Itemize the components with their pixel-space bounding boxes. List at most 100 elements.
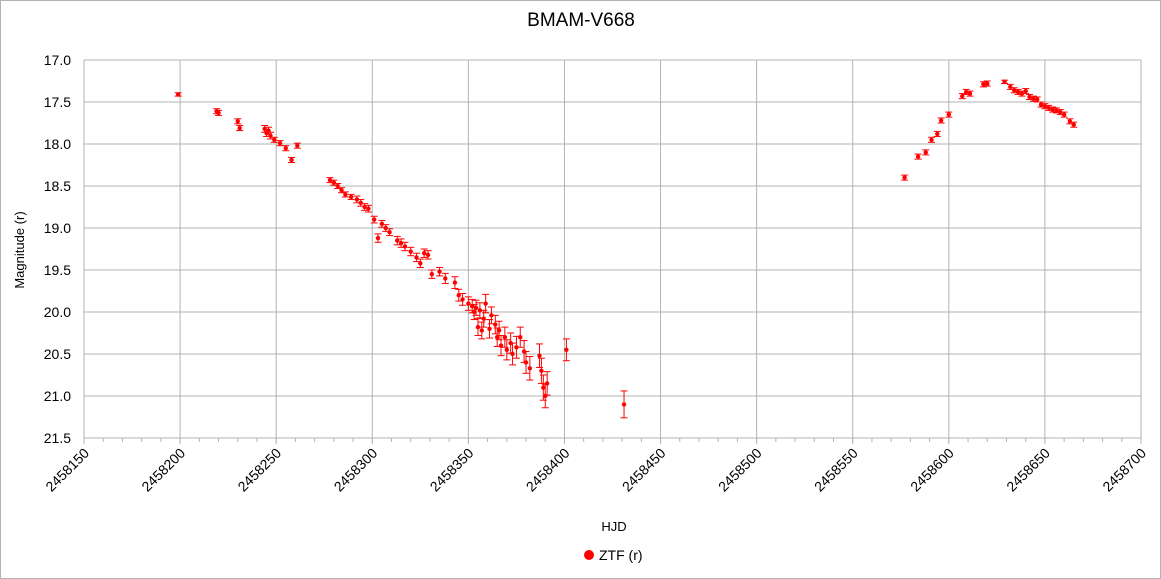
data-point [401,241,409,252]
data-point [937,117,945,124]
point-marker [541,385,546,390]
data-point [282,145,290,152]
point-marker [1046,105,1051,111]
point-marker [985,81,990,86]
data-point [516,326,524,348]
point-marker [935,131,940,137]
point-marker [398,240,404,246]
x-tick-label: 2458300 [331,445,381,495]
data-point [472,299,480,316]
point-marker [235,119,240,124]
data-point [428,269,436,279]
point-marker [1054,108,1059,113]
legend: ZTF (r) [584,547,643,563]
point-marker [1008,84,1013,90]
data-point [347,193,355,200]
data-point [1060,111,1068,118]
data-point [441,272,449,284]
point-marker [348,194,354,200]
data-point [526,356,534,381]
point-marker [915,154,921,159]
point-marker [456,293,461,298]
point-marker [1058,109,1063,115]
point-marker [366,206,371,211]
legend-marker [584,550,594,560]
point-marker [1061,112,1067,117]
point-marker [327,177,333,183]
data-point [420,248,428,258]
x-tick-label: 2458550 [811,445,861,495]
point-marker [967,91,973,96]
point-marker [383,225,388,231]
point-marker [237,125,242,131]
data-point [509,342,517,366]
data-point [393,235,401,246]
point-marker [216,110,221,116]
x-tick-label: 2458150 [42,445,92,495]
point-marker [489,313,494,318]
point-marker [429,272,435,277]
point-marker [946,112,952,117]
data-point [958,93,966,100]
point-marker [331,180,337,185]
data-point [537,357,545,384]
data-point [464,296,472,311]
y-tick-label: 20.0 [44,304,71,320]
y-tick-label: 20.5 [44,346,71,362]
point-marker [375,235,381,241]
data-point [416,258,424,268]
data-point [455,288,463,302]
data-point [1026,93,1034,100]
point-marker [418,261,423,266]
data-point [338,187,346,194]
data-point [1033,96,1041,103]
x-tick-label: 2458650 [1003,445,1053,495]
data-point [966,90,974,97]
grid [83,59,1142,444]
point-marker [425,252,431,258]
data-point [293,142,301,149]
data-point [234,118,242,125]
point-marker [387,230,392,235]
point-marker [354,197,360,202]
point-marker [371,217,377,222]
point-marker [938,118,944,123]
point-marker [443,276,448,281]
data-point [436,266,444,277]
point-marker [504,347,509,352]
point-marker [537,353,542,358]
data-point [174,92,182,97]
data-point [983,80,991,87]
point-marker [960,93,965,99]
point-marker [272,137,277,142]
point-marker [564,347,569,352]
data-point [215,109,223,116]
data-point [1022,88,1030,95]
chart-title: BMAM-V668 [527,10,635,31]
data-point [378,219,386,228]
y-tick-label: 17.0 [44,52,71,68]
point-marker [477,308,483,313]
x-tick-label: 2458600 [907,445,957,495]
point-marker [981,82,986,87]
data-point [1001,79,1009,85]
point-marker [266,128,271,133]
point-marker [1002,79,1007,85]
data-point [482,293,490,314]
point-marker [479,328,485,333]
point-marker [466,301,471,306]
point-marker [395,238,400,243]
data-point [914,153,922,160]
point-marker [1035,97,1040,102]
y-tick-label: 19.0 [44,220,71,236]
point-marker [498,343,504,348]
point-marker [343,192,348,197]
point-marker [1023,88,1028,94]
data-point [922,149,930,156]
data-point [901,174,909,181]
point-marker [295,143,300,148]
point-marker [510,351,515,357]
point-marker [496,328,502,333]
data-point [276,140,284,147]
data-point [933,130,941,137]
